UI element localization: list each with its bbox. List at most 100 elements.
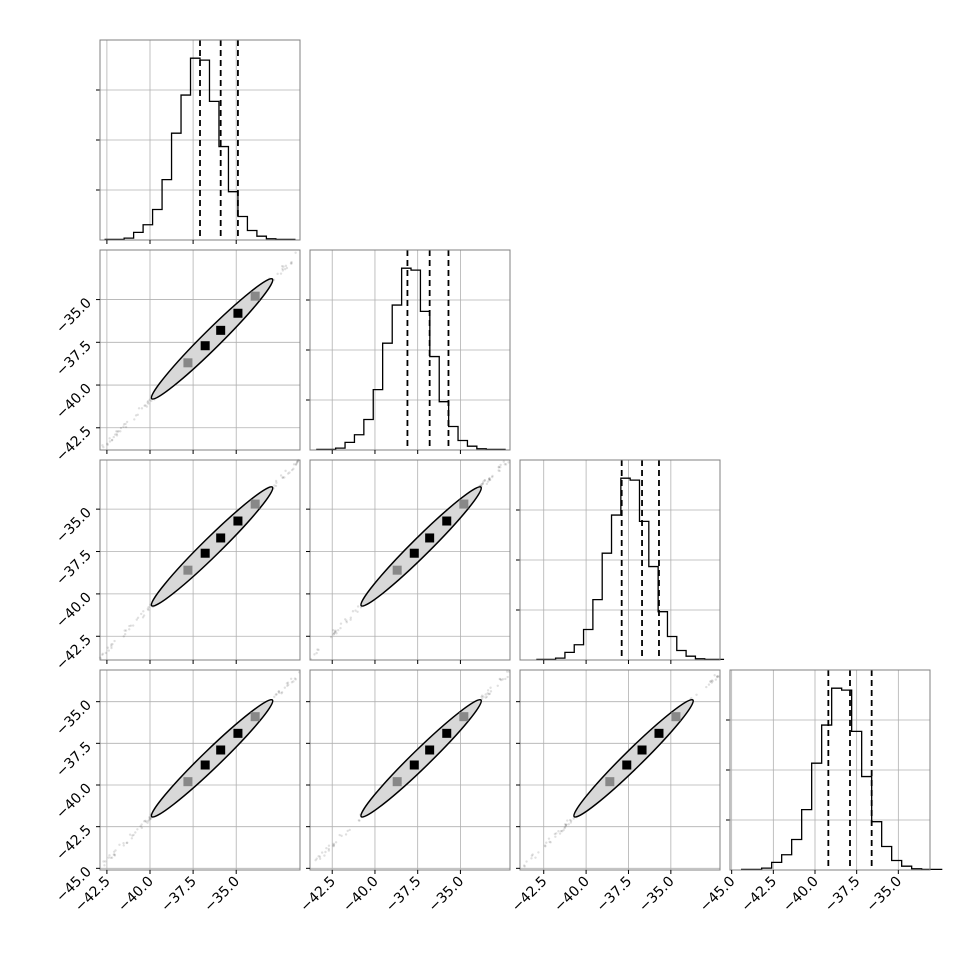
x-tick-label: −37.5 [822,874,864,916]
density-bin [216,745,226,755]
scatter-point [107,649,110,652]
scatter-point [543,844,547,847]
scatter-point [713,674,716,677]
scatter-point [356,610,359,614]
density-bin [250,499,260,509]
scatter-point [525,860,528,863]
scatter-point [359,606,363,609]
scatter-point [336,628,340,632]
scatter-point [537,851,540,854]
scatter-point [345,621,348,624]
axes-frame [99,249,301,451]
axes-frame [99,669,301,871]
scatter-point [554,835,557,838]
scatter-point [488,692,492,696]
scatter-point [113,854,117,857]
scatter-point [115,432,118,436]
scatter-point [565,823,568,826]
scatter-point [143,820,146,823]
y-tick-label: −37.5 [53,739,95,781]
scatter-point [357,819,361,822]
density-bin [409,548,419,558]
scatter-point [108,854,111,857]
scatter-point [119,426,123,430]
y-tick-label: −37.5 [53,547,95,589]
scatter-point [716,674,719,678]
scatter-point [279,474,283,477]
scatter-point [101,653,104,657]
histogram-step [536,477,725,661]
scatter-point [143,404,146,407]
scatter-point [289,677,293,681]
scatter-point [288,471,291,474]
scatter-point [497,465,501,469]
scatter-point [480,483,483,486]
scatter-point [315,651,318,655]
scatter-point [296,459,299,463]
scatter-point [502,460,506,463]
scatter-point [106,443,109,446]
scatter-point [117,430,120,433]
scatter-point [531,853,534,856]
scatter-point [101,444,104,447]
scatter-point [114,849,117,852]
density-bin [622,760,632,770]
scatter-point [142,614,146,617]
scatter-point [332,632,336,635]
scatter-point [144,820,148,823]
density-bin [183,565,193,575]
scatter-point [504,463,508,466]
scatter-point [148,818,151,821]
scatter-point [349,618,352,621]
scatter-point [356,605,360,608]
scatter-point [279,272,283,275]
y-tick-label: −40.0 [53,589,95,631]
scatter-point [695,693,698,696]
scatter-point [485,482,489,486]
scatter-point [501,678,505,681]
density-bin [250,291,260,301]
scatter-point [318,855,322,858]
scatter-point [286,684,289,688]
scatter-point [289,262,293,265]
scatter-point [295,461,299,464]
scatter-point [496,684,499,687]
scatter-point [332,844,335,848]
scatter-point [557,830,560,833]
scatter-point [500,678,503,682]
scatter-point [333,632,336,635]
scatter-point [523,865,526,868]
x-tick-label: −35.0 [201,874,243,916]
scatter-point [317,648,320,652]
y-tick-label: −42.5 [53,822,95,864]
scatter-point [122,423,126,426]
scatter-point [547,837,551,840]
scatter-point [709,679,712,683]
scatter-point [497,466,501,469]
scatter-point [276,272,279,276]
scatter-point [113,639,116,643]
scatter-point [134,414,138,417]
scatter-point [332,633,335,636]
scatter-point [316,648,319,651]
scatter-point [295,462,298,466]
x-tick-label: −35.0 [636,874,678,916]
scatter-point [293,677,297,680]
scatter-point [124,422,127,426]
scatter-point [141,616,145,619]
scatter-point [122,841,125,845]
scatter-point [488,478,491,482]
scatter-point [716,675,719,678]
scatter-point [481,482,485,485]
panel-0-0 [96,39,301,244]
scatter-point [140,612,143,616]
density-bin [183,777,193,787]
density-bin [459,499,469,509]
scatter-point [115,434,119,437]
scatter-point [281,476,285,479]
scatter-point [560,830,564,833]
scatter-point [486,689,490,692]
y-tick-label: −40.0 [53,781,95,823]
scatter-point [147,402,150,405]
